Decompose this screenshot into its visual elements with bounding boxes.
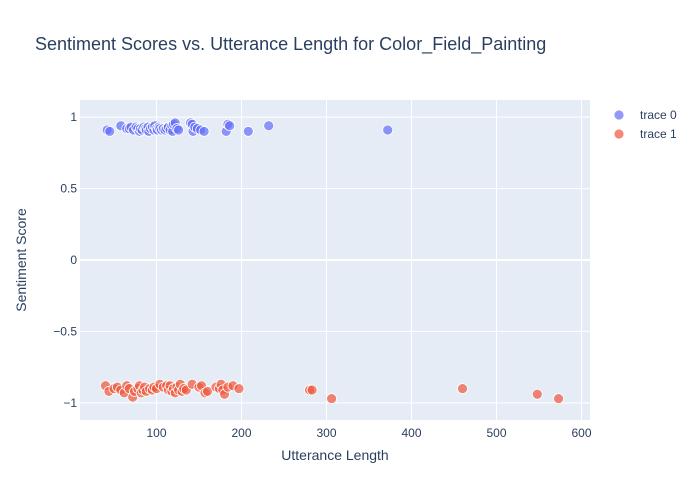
data-point-trace-1[interactable]	[553, 393, 564, 404]
x-axis-title: Utterance Length	[281, 447, 388, 463]
data-point-trace-0[interactable]	[263, 120, 275, 132]
legend-item-trace-0[interactable]: trace 0	[613, 108, 677, 122]
data-point-trace-0[interactable]	[173, 124, 185, 136]
chart-title: Sentiment Scores vs. Utterance Length fo…	[35, 34, 547, 54]
legend-label-trace-1: trace 1	[640, 127, 677, 141]
data-point-trace-0[interactable]	[104, 126, 116, 137]
data-point-trace-1[interactable]	[202, 386, 213, 397]
legend-label-trace-0: trace 0	[640, 108, 677, 122]
data-point-trace-1[interactable]	[326, 393, 338, 404]
legend-item-trace-1[interactable]: trace 1	[613, 127, 677, 141]
x-tick-label: 500	[486, 426, 506, 440]
y-tick-label: −1	[63, 396, 77, 410]
data-point-trace-0[interactable]	[198, 126, 210, 137]
data-point-trace-0[interactable]	[382, 124, 394, 136]
x-tick-label: 300	[316, 426, 336, 440]
grid-lines	[80, 100, 590, 420]
data-point-trace-1[interactable]	[531, 388, 543, 400]
y-tick-label: 0.5	[60, 182, 77, 196]
x-tick-label: 400	[401, 426, 421, 440]
x-tick-label: 600	[571, 426, 591, 440]
tick-labels: 100 200 300 400 500 600 1 0.5 0 −0.5 −1	[53, 110, 592, 440]
y-tick-label: −0.5	[53, 324, 77, 338]
data-point-trace-1[interactable]	[457, 383, 468, 394]
legend[interactable]: trace 0 trace 1	[613, 108, 677, 141]
y-tick-label: 1	[70, 110, 77, 124]
legend-marker-trace-1	[613, 128, 625, 140]
data-markers	[100, 117, 564, 404]
x-tick-label: 100	[146, 426, 166, 440]
data-point-trace-0[interactable]	[242, 126, 254, 137]
legend-marker-trace-0	[613, 109, 625, 121]
x-tick-label: 200	[231, 426, 251, 440]
y-tick-label: 0	[70, 253, 77, 267]
data-point-trace-1[interactable]	[306, 384, 318, 396]
data-point-trace-0[interactable]	[224, 120, 236, 132]
data-point-trace-1[interactable]	[233, 383, 245, 394]
y-axis-title: Sentiment Score	[13, 208, 29, 312]
